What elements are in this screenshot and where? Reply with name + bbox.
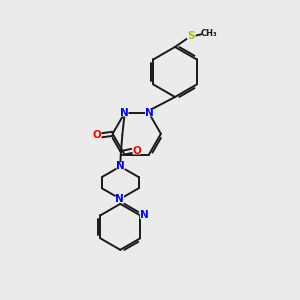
Text: S: S	[188, 31, 195, 41]
FancyBboxPatch shape	[115, 196, 124, 203]
Text: N: N	[120, 108, 128, 118]
FancyBboxPatch shape	[133, 147, 141, 155]
Text: N: N	[115, 194, 124, 205]
FancyBboxPatch shape	[120, 110, 128, 116]
FancyBboxPatch shape	[140, 212, 149, 219]
Text: N: N	[116, 161, 125, 171]
Text: CH₃: CH₃	[201, 29, 217, 38]
FancyBboxPatch shape	[145, 110, 154, 116]
Text: N: N	[145, 108, 154, 118]
FancyBboxPatch shape	[187, 32, 196, 39]
Text: N: N	[140, 210, 148, 220]
Text: O: O	[93, 130, 102, 140]
FancyBboxPatch shape	[116, 162, 125, 169]
Text: O: O	[132, 146, 141, 156]
FancyBboxPatch shape	[93, 132, 101, 139]
